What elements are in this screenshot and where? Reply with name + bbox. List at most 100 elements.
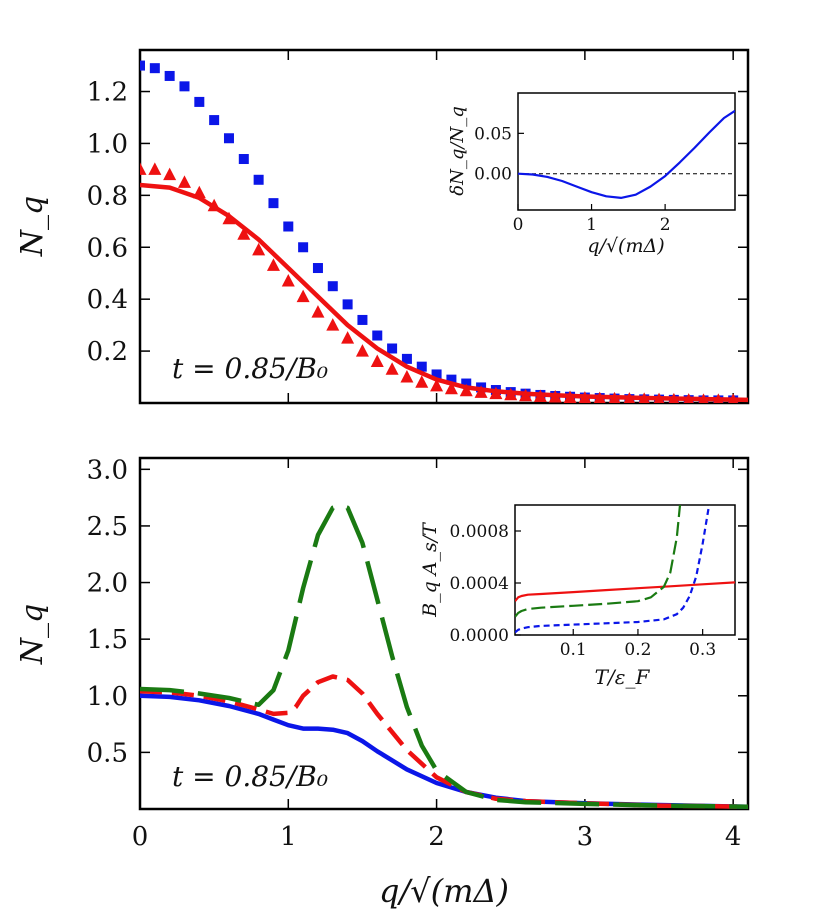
- bottom-inset-series-blue: [515, 505, 711, 634]
- top-square-point: [357, 314, 368, 325]
- top-inset-x-label: q/√(mΔ): [587, 235, 664, 257]
- top-square-point: [140, 60, 145, 71]
- top-square-point: [253, 174, 264, 185]
- top-series-solid: [140, 182, 748, 403]
- bottom-inset-y-label: B_q A_s/T: [419, 522, 441, 618]
- top-y-axis-label: N_q: [15, 196, 50, 257]
- top-triangle-point: [148, 162, 162, 175]
- bottom-inset-x-tick-label: 0.2: [624, 640, 651, 660]
- bottom-inset-series: [515, 505, 735, 634]
- top-inset-y-label: δN_q/N_q: [447, 106, 468, 195]
- bottom-y-tick-label: 1.0: [87, 682, 128, 712]
- top-series: [140, 60, 748, 403]
- bottom-series: [140, 503, 748, 809]
- bottom-y-tick-label: 2.0: [87, 569, 128, 599]
- top-square-point: [209, 115, 220, 126]
- bottom-x-tick-label: 2: [428, 822, 445, 852]
- bottom-x-axis-label: q/√(mΔ): [379, 872, 509, 910]
- bottom-y-tick-label: 3.0: [87, 455, 128, 485]
- bottom-inset-y-tick-label: 0.0004: [450, 574, 509, 594]
- bottom-y-ticks: 0.5 1.0 1.5 2.0 2.5 3.0: [87, 455, 748, 768]
- top-panel: 0.20.40.60.81.01.2 t = 0.85/B₀ N_q 0.000…: [15, 48, 750, 405]
- top-square-point: [179, 81, 190, 92]
- top-y-tick-label: 1.2: [87, 78, 128, 108]
- top-square-point: [431, 369, 442, 380]
- top-square-point: [149, 63, 160, 74]
- bottom-y-tick-label: 2.5: [87, 512, 128, 542]
- top-square-point: [223, 133, 234, 144]
- top-inset-x-tick-label: 2: [660, 215, 671, 235]
- top-square-point: [164, 70, 175, 81]
- top-triangle-point: [163, 167, 177, 181]
- bottom-inset-y-tick-label: 0.0008: [450, 522, 509, 542]
- top-inset: 0.00 0.05 0 1 2 q/√(mΔ) δN_q/N_q: [447, 92, 736, 257]
- top-square-point: [312, 263, 323, 274]
- top-triangle-point: [177, 175, 191, 188]
- top-square-point: [298, 242, 309, 253]
- top-triangle-point: [415, 375, 429, 388]
- top-y-tick-label: 1.0: [87, 129, 128, 159]
- top-square-point: [461, 378, 472, 389]
- top-square-point: [416, 361, 427, 372]
- top-square-point: [268, 198, 279, 209]
- top-square-point: [372, 330, 383, 341]
- top-square-point: [327, 281, 338, 292]
- top-inset-x-tick-label: 0: [513, 215, 524, 235]
- top-triangle-point: [140, 162, 147, 175]
- bottom-inset-ticks: 0.0000 0.0004 0.0008 0.1 0.2 0.3: [450, 522, 717, 660]
- top-triangle-point: [370, 354, 384, 367]
- bottom-x-tick-label: 0: [132, 822, 149, 852]
- bottom-x-tick-label: 3: [577, 822, 594, 852]
- bottom-y-tick-label: 0.5: [87, 738, 128, 768]
- bottom-inset: 0.0000 0.0004 0.0008 0.1 0.2 0.3 T/ε_F B_q A_…: [419, 504, 736, 689]
- top-square-point: [387, 343, 398, 354]
- top-square-point: [238, 154, 249, 165]
- top-triangle-point: [266, 258, 280, 271]
- bottom-y-axis-label: N_q: [15, 604, 50, 665]
- top-triangle-point: [341, 331, 355, 344]
- top-inset-series-relative-difference: [518, 109, 735, 199]
- bottom-y-tick-label: 1.5: [87, 625, 128, 655]
- top-triangle-point: [355, 344, 369, 357]
- top-y-tick-label: 0.8: [87, 181, 128, 211]
- top-y-ticks: 0.2 0.4 0.6 0.8 1.0 1.2: [87, 78, 748, 367]
- top-triangle-point: [252, 242, 266, 256]
- top-y-tick-label: 0.4: [87, 285, 128, 315]
- top-annotation: t = 0.85/B₀: [172, 352, 328, 385]
- top-square-point: [446, 374, 457, 385]
- top-triangle-point: [385, 362, 399, 375]
- bottom-inset-series-red: [515, 581, 735, 602]
- top-y-tick-label: 0.6: [87, 233, 128, 263]
- bottom-annotation: t = 0.85/B₀: [172, 760, 328, 793]
- top-triangle-point: [459, 383, 473, 397]
- bottom-inset-frame: [514, 504, 736, 636]
- bottom-inset-y-tick-label: 0.0000: [450, 626, 509, 646]
- top-inset-y-tick-label: 0.05: [474, 124, 512, 144]
- top-triangle-point: [400, 370, 414, 383]
- bottom-inset-x-label: T/ε_F: [595, 665, 651, 689]
- bottom-x-tick-label: 1: [280, 822, 297, 852]
- top-inset-series: [518, 109, 735, 199]
- top-triangle-point: [296, 289, 310, 303]
- top-inset-x-tick-label: 1: [586, 215, 597, 235]
- top-square-point: [342, 299, 353, 310]
- top-square-point: [194, 96, 205, 107]
- bottom-inset-series-green: [515, 505, 682, 618]
- top-triangle-point: [281, 274, 295, 287]
- bottom-x-ticks: 0 1 2 3 4: [132, 458, 742, 852]
- bottom-x-tick-label: 4: [725, 822, 742, 852]
- top-inset-frame: [517, 92, 736, 211]
- top-triangle-point: [326, 318, 340, 331]
- top-y-tick-label: 0.2: [87, 337, 128, 367]
- top-inset-y-tick-label: 0.00: [474, 165, 512, 185]
- top-triangle-point: [444, 381, 458, 395]
- top-square-point: [401, 353, 412, 364]
- top-square-point: [283, 221, 294, 232]
- bottom-inset-x-tick-label: 0.3: [689, 640, 716, 660]
- bottom-inset-x-tick-label: 0.1: [560, 640, 587, 660]
- top-triangle-point: [430, 378, 444, 392]
- bottom-series-long-dash: [140, 503, 748, 809]
- top-triangle-point: [237, 227, 251, 240]
- top-triangle-point: [311, 305, 325, 318]
